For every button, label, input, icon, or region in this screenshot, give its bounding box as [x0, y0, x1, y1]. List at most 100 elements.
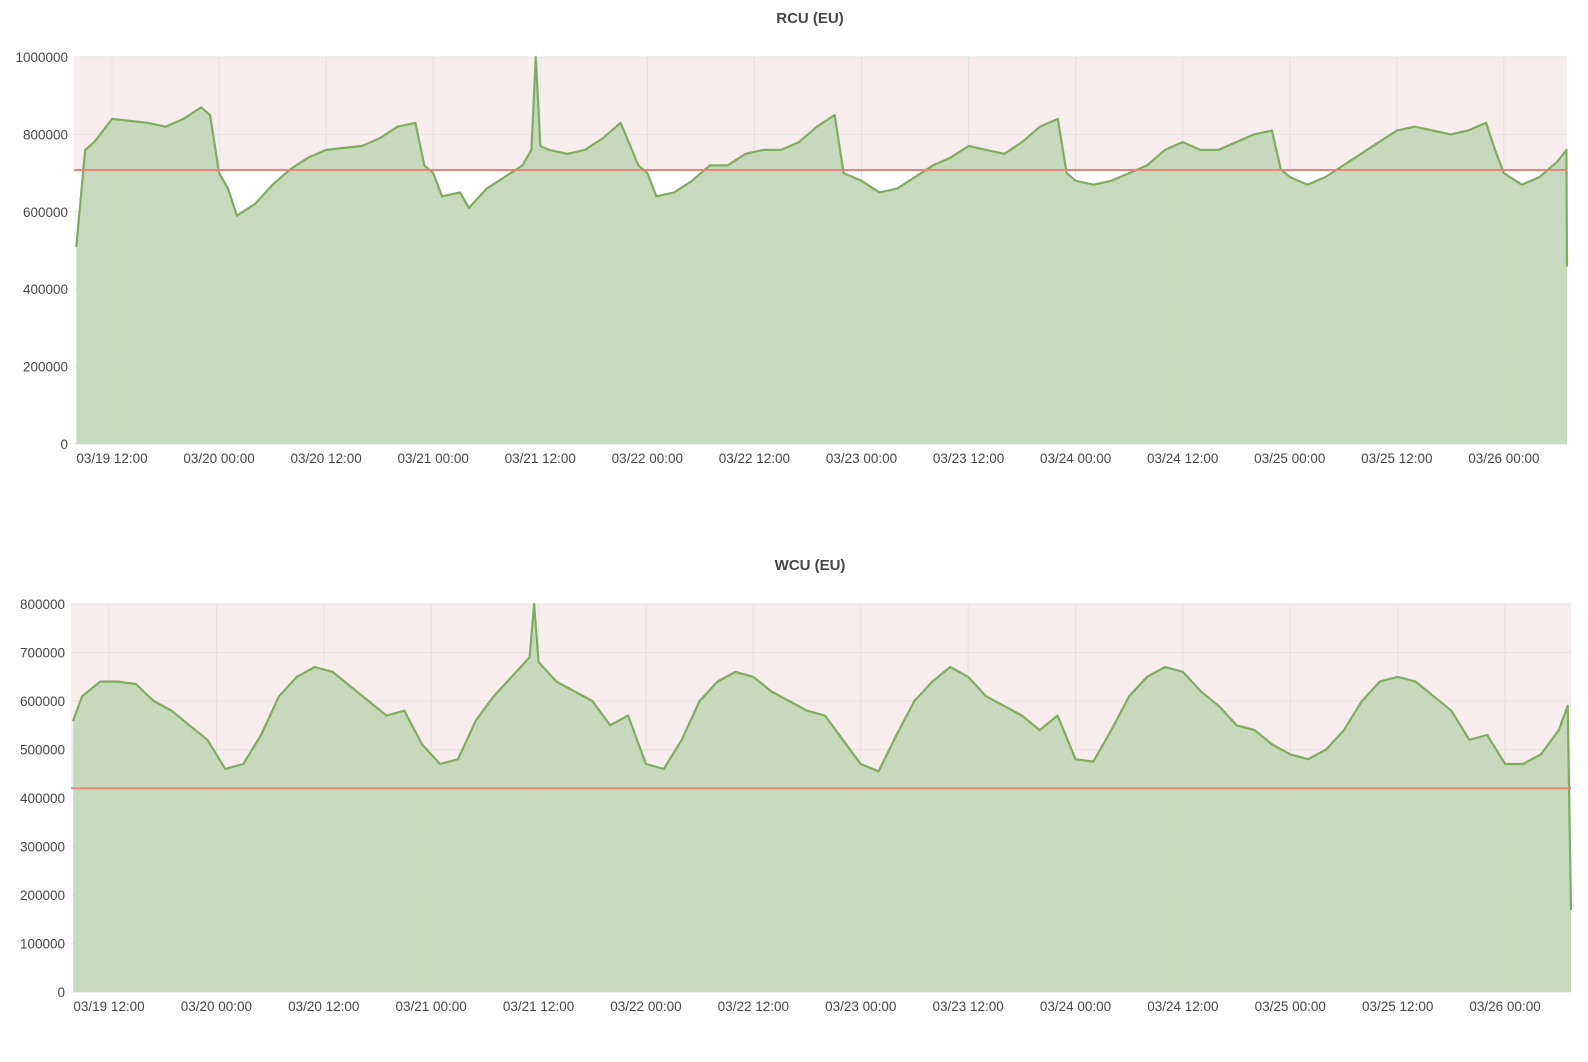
rcu-data-point	[93, 141, 96, 144]
wcu-data-point	[788, 700, 790, 702]
wcu-data-point	[1217, 704, 1220, 707]
rcu-data-point	[521, 164, 524, 167]
wcu-data-point	[1522, 763, 1524, 765]
rcu-data-point	[503, 176, 506, 178]
wcu-data-point	[1038, 729, 1041, 731]
wcu-data-point	[242, 763, 245, 765]
wcu-data-point	[734, 671, 737, 673]
rcu-data-point	[1431, 129, 1434, 132]
rcu-data-point	[762, 149, 765, 151]
wcu-data-point	[1199, 690, 1202, 693]
wcu-data-point	[752, 675, 755, 678]
rcu-data-point	[584, 149, 586, 151]
wcu-data-point	[528, 656, 531, 659]
wcu-data-point	[806, 709, 808, 712]
wcu-data-point	[188, 724, 191, 727]
wcu-data-point	[99, 680, 101, 683]
rcu-x-tick-label: 03/22 00:00	[612, 451, 683, 466]
rcu-data-point	[271, 183, 274, 186]
wcu-data-point	[1468, 738, 1471, 741]
wcu-y-tick-label: 400000	[20, 791, 65, 806]
rcu-data-point	[1288, 176, 1291, 178]
wcu-x-tick-label: 03/21 00:00	[396, 999, 467, 1014]
rcu-data-point	[200, 106, 203, 109]
rcu-data-point	[798, 141, 800, 144]
wcu-x-tick-label: 03/26 00:00	[1469, 999, 1540, 1014]
wcu-y-tick-label: 300000	[20, 840, 65, 855]
wcu-data-point	[1235, 724, 1238, 727]
rcu-data-point	[227, 187, 229, 190]
wcu-data-point	[1289, 753, 1292, 756]
wcu-x-tick-label: 03/20 12:00	[288, 999, 359, 1014]
wcu-data-point	[1056, 714, 1059, 717]
rcu-data-point	[1467, 129, 1470, 132]
wcu-data-point	[680, 738, 683, 741]
rcu-data-point	[914, 176, 916, 178]
rcu-data-point	[1110, 179, 1113, 182]
wcu-data-point	[421, 743, 424, 746]
wcu-data-point	[1566, 704, 1569, 707]
rcu-data-point	[816, 125, 818, 128]
rcu-data-point	[468, 207, 470, 209]
wcu-data-point	[81, 695, 84, 698]
wcu-data-point	[949, 666, 952, 668]
rcu-y-tick-label: 1000000	[15, 50, 68, 65]
rcu-data-point	[325, 149, 327, 151]
rcu-x-tick-label: 03/19 12:00	[76, 451, 147, 466]
rcu-data-point	[307, 156, 310, 159]
wcu-data-point	[662, 768, 665, 770]
rcu-data-point	[637, 164, 640, 167]
wcu-data-point	[591, 700, 594, 702]
rcu-data-point	[1217, 149, 1220, 151]
wcu-data-point	[1146, 675, 1148, 678]
wcu-data-point	[609, 724, 612, 727]
wcu-x-tick-label: 03/22 00:00	[610, 999, 681, 1014]
wcu-x-tick-label: 03/24 12:00	[1147, 999, 1218, 1014]
wcu-data-point	[770, 690, 773, 693]
rcu-data-point	[1021, 141, 1023, 144]
rcu-data-point	[708, 164, 711, 167]
rcu-data-point	[932, 164, 934, 167]
rcu-data-point	[253, 203, 256, 206]
wcu-data-point	[1128, 695, 1131, 698]
wcu-data-point	[492, 695, 495, 698]
rcu-series-line	[75, 55, 1569, 267]
wcu-data-point	[1182, 671, 1184, 673]
rcu-data-point	[1146, 164, 1148, 167]
rcu-x-tick-label: 03/25 12:00	[1361, 451, 1432, 466]
rcu-data-point	[1324, 176, 1327, 178]
rcu-data-point	[1538, 176, 1541, 178]
wcu-data-point	[859, 763, 862, 765]
rcu-data-point	[601, 137, 604, 140]
rcu-data-point	[1199, 149, 1202, 151]
rcu-x-tick-label: 03/24 00:00	[1040, 451, 1111, 466]
rcu-data-point	[726, 164, 729, 167]
rcu-x-tick-label: 03/20 12:00	[290, 451, 361, 466]
wcu-data-point	[573, 690, 576, 693]
wcu-data-point	[1164, 666, 1166, 668]
wcu-data-point	[1570, 908, 1572, 911]
wcu-data-point	[1003, 704, 1005, 707]
wcu-data-point	[1074, 758, 1077, 761]
rcu-data-point	[423, 164, 426, 167]
rcu-data-point	[1003, 152, 1006, 155]
rcu-data-point	[655, 195, 658, 198]
rcu-x-tick-label: 03/24 12:00	[1147, 451, 1218, 466]
rcu-data-point	[1092, 183, 1095, 186]
wcu-data-point	[1361, 700, 1363, 702]
rcu-series-area	[76, 57, 1567, 444]
rcu-data-point	[1395, 129, 1398, 132]
wcu-y-tick-label: 600000	[20, 694, 65, 709]
rcu-data-point	[1253, 133, 1255, 136]
wcu-x-tick-label: 03/25 12:00	[1362, 999, 1433, 1014]
wcu-data-point	[967, 675, 969, 678]
rcu-data-point	[1413, 125, 1416, 128]
wcu-x-tick-label: 03/24 00:00	[1040, 999, 1111, 1014]
wcu-data-point	[824, 714, 826, 717]
wcu-data-point	[439, 763, 441, 765]
rcu-data-point	[566, 152, 568, 155]
rcu-data-point	[1342, 164, 1345, 167]
rcu-data-point	[432, 172, 435, 175]
wcu-data-point	[877, 770, 880, 773]
rcu-x-tick-label: 03/21 00:00	[398, 451, 469, 466]
